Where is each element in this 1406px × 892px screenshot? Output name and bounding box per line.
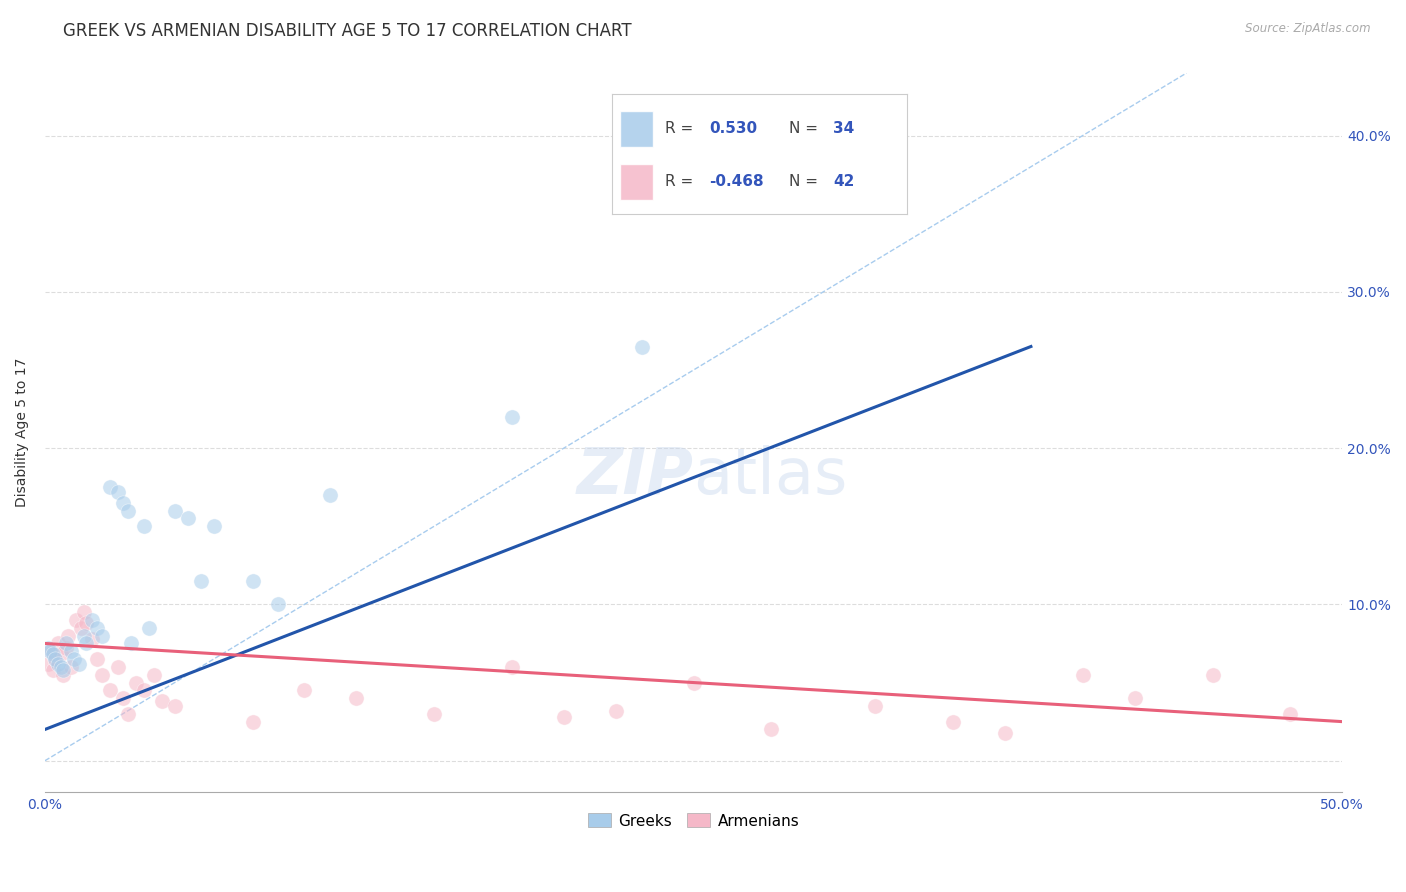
Point: [176, 511, 198, 525]
Point: [70, 621, 93, 635]
Point: [994, 725, 1017, 739]
Point: [682, 675, 704, 690]
Point: [52, 663, 75, 677]
Bar: [620, 111, 652, 146]
Point: [58, 629, 80, 643]
Text: N =: N =: [789, 174, 818, 189]
Point: [80, 632, 103, 646]
Text: Source: ZipAtlas.com: Source: ZipAtlas.com: [1246, 22, 1371, 36]
Point: [1279, 706, 1302, 721]
Point: [46, 636, 69, 650]
Point: [865, 698, 887, 713]
Point: [117, 503, 139, 517]
Text: ZIP: ZIP: [576, 444, 693, 507]
Point: [39, 644, 62, 658]
Point: [190, 574, 212, 588]
Point: [142, 667, 165, 681]
Point: [125, 675, 148, 690]
Point: [37, 657, 59, 671]
Point: [42, 648, 65, 662]
Bar: [620, 163, 652, 200]
Point: [52, 667, 75, 681]
Point: [242, 574, 264, 588]
Point: [39, 644, 62, 658]
Legend: Greeks, Armenians: Greeks, Armenians: [582, 807, 806, 835]
Text: 34: 34: [832, 121, 855, 136]
Point: [163, 503, 186, 517]
Point: [86, 652, 108, 666]
Point: [59, 644, 82, 658]
Point: [49, 660, 72, 674]
Point: [37, 641, 59, 656]
Point: [59, 660, 82, 674]
Point: [942, 714, 965, 729]
Point: [65, 613, 87, 627]
Point: [132, 683, 155, 698]
Point: [111, 691, 134, 706]
Point: [132, 519, 155, 533]
Point: [111, 496, 134, 510]
Point: [44, 652, 66, 666]
Point: [150, 694, 173, 708]
Point: [55, 636, 77, 650]
Point: [553, 710, 575, 724]
Point: [46, 657, 69, 671]
Point: [80, 613, 103, 627]
Point: [267, 598, 290, 612]
Point: [202, 519, 225, 533]
Point: [49, 648, 72, 662]
Point: [682, 175, 704, 189]
Point: [44, 652, 66, 666]
Point: [294, 683, 316, 698]
Text: N =: N =: [789, 121, 818, 136]
Point: [630, 339, 652, 353]
Point: [696, 175, 718, 189]
Text: 0.530: 0.530: [709, 121, 758, 136]
Point: [62, 652, 84, 666]
Text: R =: R =: [665, 121, 693, 136]
Point: [98, 683, 121, 698]
Y-axis label: Disability Age 5 to 17: Disability Age 5 to 17: [15, 358, 30, 508]
Point: [761, 723, 783, 737]
Point: [319, 488, 342, 502]
Point: [107, 660, 129, 674]
Point: [117, 706, 139, 721]
Point: [501, 660, 523, 674]
Point: [67, 657, 90, 671]
Point: [76, 636, 98, 650]
Point: [1071, 667, 1094, 681]
Point: [163, 698, 186, 713]
Text: -0.468: -0.468: [709, 174, 763, 189]
Point: [1201, 667, 1223, 681]
Point: [1123, 691, 1146, 706]
Point: [423, 706, 446, 721]
Point: [73, 605, 96, 619]
Point: [91, 667, 114, 681]
Point: [76, 616, 98, 631]
Point: [501, 409, 523, 424]
Point: [91, 629, 114, 643]
Point: [86, 621, 108, 635]
Point: [605, 704, 627, 718]
Text: R =: R =: [665, 174, 693, 189]
Point: [98, 480, 121, 494]
Point: [107, 484, 129, 499]
Point: [42, 663, 65, 677]
Point: [138, 621, 160, 635]
Point: [242, 714, 264, 729]
Text: 42: 42: [832, 174, 855, 189]
Text: GREEK VS ARMENIAN DISABILITY AGE 5 TO 17 CORRELATION CHART: GREEK VS ARMENIAN DISABILITY AGE 5 TO 17…: [63, 22, 631, 40]
Text: atlas: atlas: [693, 444, 848, 507]
Point: [73, 629, 96, 643]
Point: [55, 641, 77, 656]
Point: [120, 636, 142, 650]
Point: [344, 691, 367, 706]
